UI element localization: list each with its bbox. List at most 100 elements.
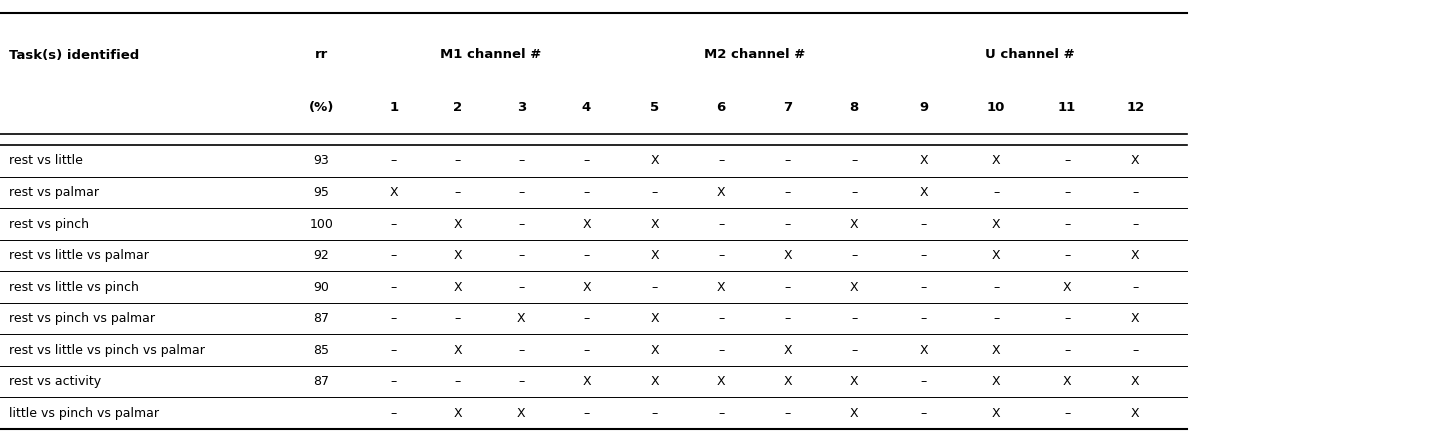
Text: –: – (518, 154, 524, 168)
Text: –: – (785, 312, 791, 325)
Text: 95: 95 (314, 186, 329, 199)
Text: X: X (850, 407, 859, 420)
Text: –: – (785, 154, 791, 168)
Text: –: – (785, 186, 791, 199)
Text: –: – (652, 407, 657, 420)
Text: X: X (582, 217, 591, 231)
Text: 12: 12 (1127, 101, 1144, 114)
Text: –: – (718, 154, 724, 168)
Text: –: – (718, 344, 724, 357)
Text: –: – (785, 217, 791, 231)
Text: Task(s) identified: Task(s) identified (9, 48, 139, 62)
Text: 92: 92 (314, 249, 329, 262)
Text: –: – (518, 186, 524, 199)
Text: –: – (1064, 407, 1070, 420)
Text: X: X (717, 375, 725, 388)
Text: X: X (1063, 375, 1072, 388)
Text: X: X (919, 186, 928, 199)
Text: X: X (919, 154, 928, 168)
Text: X: X (650, 217, 659, 231)
Text: M2 channel #: M2 channel # (704, 48, 805, 62)
Text: –: – (921, 312, 927, 325)
Text: rest vs little vs pinch vs palmar: rest vs little vs pinch vs palmar (9, 344, 204, 357)
Text: –: – (391, 154, 397, 168)
Text: X: X (992, 375, 1001, 388)
Text: X: X (650, 375, 659, 388)
Text: –: – (652, 186, 657, 199)
Text: –: – (921, 407, 927, 420)
Text: 93: 93 (314, 154, 329, 168)
Text: 90: 90 (314, 281, 329, 293)
Text: –: – (391, 249, 397, 262)
Text: –: – (518, 249, 524, 262)
Text: –: – (921, 217, 927, 231)
Text: X: X (717, 281, 725, 293)
Text: 87: 87 (313, 312, 330, 325)
Text: 5: 5 (650, 101, 659, 114)
Text: rest vs little: rest vs little (9, 154, 83, 168)
Text: –: – (1132, 186, 1138, 199)
Text: X: X (453, 249, 462, 262)
Text: –: – (1064, 312, 1070, 325)
Text: –: – (391, 407, 397, 420)
Text: X: X (453, 407, 462, 420)
Text: rest vs palmar: rest vs palmar (9, 186, 98, 199)
Text: –: – (1064, 186, 1070, 199)
Text: –: – (391, 217, 397, 231)
Text: –: – (851, 249, 857, 262)
Text: 1: 1 (390, 101, 398, 114)
Text: –: – (718, 407, 724, 420)
Text: 6: 6 (717, 101, 725, 114)
Text: –: – (391, 344, 397, 357)
Text: –: – (518, 344, 524, 357)
Text: –: – (1132, 281, 1138, 293)
Text: X: X (650, 312, 659, 325)
Text: rest vs pinch: rest vs pinch (9, 217, 88, 231)
Text: X: X (783, 375, 792, 388)
Text: X: X (582, 281, 591, 293)
Text: –: – (455, 312, 460, 325)
Text: X: X (390, 186, 398, 199)
Text: X: X (919, 344, 928, 357)
Text: 87: 87 (313, 375, 330, 388)
Text: X: X (650, 249, 659, 262)
Text: M1 channel #: M1 channel # (440, 48, 540, 62)
Text: –: – (518, 375, 524, 388)
Text: –: – (391, 312, 397, 325)
Text: –: – (652, 281, 657, 293)
Text: 11: 11 (1058, 101, 1076, 114)
Text: –: – (921, 375, 927, 388)
Text: –: – (785, 407, 791, 420)
Text: –: – (718, 249, 724, 262)
Text: X: X (650, 154, 659, 168)
Text: 2: 2 (453, 101, 462, 114)
Text: –: – (851, 312, 857, 325)
Text: –: – (584, 312, 589, 325)
Text: –: – (718, 312, 724, 325)
Text: –: – (518, 281, 524, 293)
Text: –: – (993, 281, 999, 293)
Text: –: – (584, 186, 589, 199)
Text: –: – (391, 281, 397, 293)
Text: –: – (1064, 217, 1070, 231)
Text: 4: 4 (582, 101, 591, 114)
Text: –: – (921, 249, 927, 262)
Text: –: – (1064, 344, 1070, 357)
Text: rest vs activity: rest vs activity (9, 375, 101, 388)
Text: X: X (992, 344, 1001, 357)
Text: –: – (993, 312, 999, 325)
Text: X: X (650, 344, 659, 357)
Text: (%): (%) (308, 101, 334, 114)
Text: U channel #: U channel # (985, 48, 1074, 62)
Text: X: X (1131, 407, 1140, 420)
Text: –: – (584, 407, 589, 420)
Text: X: X (992, 407, 1001, 420)
Text: X: X (850, 281, 859, 293)
Text: –: – (518, 217, 524, 231)
Text: X: X (453, 217, 462, 231)
Text: rest vs pinch vs palmar: rest vs pinch vs palmar (9, 312, 155, 325)
Text: rest vs little vs palmar: rest vs little vs palmar (9, 249, 149, 262)
Text: rest vs little vs pinch: rest vs little vs pinch (9, 281, 139, 293)
Text: 10: 10 (988, 101, 1005, 114)
Text: 9: 9 (919, 101, 928, 114)
